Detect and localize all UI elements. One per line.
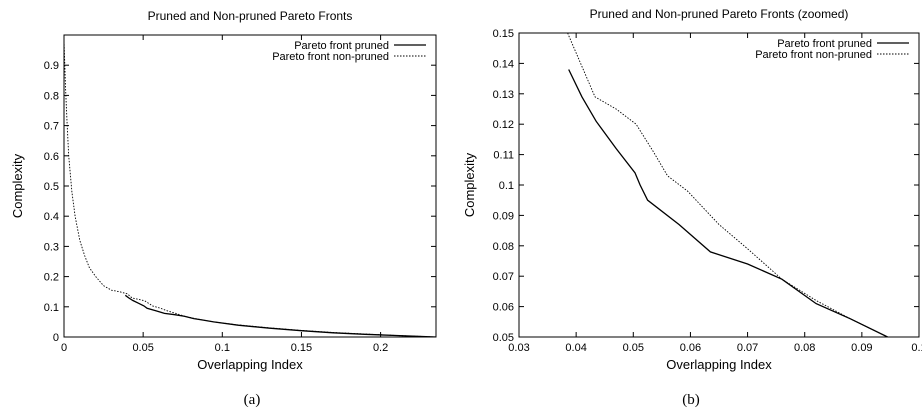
y-tick-label: 0.1 (499, 180, 514, 192)
series-line-pruned (568, 69, 888, 337)
y-tick-label: 0.12 (493, 119, 514, 131)
y-tick-label: 0.2 (44, 272, 59, 284)
x-tick-label: 0.1 (911, 342, 922, 354)
chart-title: Pruned and Non-pruned Pareto Fronts (148, 9, 353, 23)
y-tick-label: 0.13 (493, 89, 514, 101)
x-tick-label: 0.05 (623, 342, 644, 354)
chart-a: Pruned and Non-pruned Pareto Fronts 0 0.05… (10, 9, 437, 372)
y-tick-label: 0.05 (493, 332, 514, 344)
y-axis-label: Complexity (10, 153, 25, 218)
caption-a: (a) (243, 392, 261, 408)
plot-frame (518, 32, 920, 338)
y-tick-label: 0.07 (493, 271, 514, 283)
x-tick-label: 0.2 (373, 342, 388, 354)
plot-area (567, 33, 888, 337)
x-tick-label: 0.06 (680, 342, 701, 354)
y-tick-label: 0.1 (44, 302, 59, 314)
y-tick-label: 0.9 (44, 60, 59, 72)
y-tick-label: 0.7 (44, 121, 59, 133)
chart-b: Pruned and Non-pruned Pareto Fronts (zoo… (462, 7, 922, 372)
legend-label: Pareto front pruned (777, 38, 872, 50)
x-axis-label: Overlapping Index (666, 357, 772, 372)
x-tick-label: 0.04 (565, 342, 586, 354)
x-tick-label: 0.05 (132, 342, 153, 354)
chart-title: Pruned and Non-pruned Pareto Fronts (zoo… (590, 7, 849, 21)
legend-label: Pareto front non-pruned (755, 49, 872, 61)
series-line-non-pruned (567, 33, 888, 337)
y-tick-label: 0 (53, 332, 59, 344)
y-tick-label: 0.11 (493, 150, 514, 162)
legend-label: Pareto front non-pruned (272, 51, 389, 63)
x-tick-label: 0 (61, 342, 67, 354)
y-tick-label: 0.4 (44, 211, 59, 223)
plot-area (64, 40, 436, 337)
caption-b: (b) (682, 392, 700, 408)
legend-label: Pareto front pruned (294, 40, 389, 52)
y-tick-label: 0.5 (44, 181, 59, 193)
x-tick-label: 0.08 (794, 342, 815, 354)
y-tick-label: 0.14 (493, 58, 514, 70)
y-tick-label: 0.6 (44, 151, 59, 163)
y-tick-label: 0.08 (493, 241, 514, 253)
x-tick-label: 0.1 (215, 342, 230, 354)
series-line-pruned (124, 294, 436, 337)
x-axis-label: Overlapping Index (197, 357, 303, 372)
x-tick-label: 0.07 (737, 342, 758, 354)
x-tick-label: 0.09 (851, 342, 872, 354)
plot-frame (63, 34, 437, 338)
series-line-non-pruned (64, 40, 436, 337)
x-tick-label: 0.03 (508, 342, 529, 354)
y-axis-label: Complexity (462, 152, 477, 217)
y-tick-label: 0.8 (44, 90, 59, 102)
y-tick-label: 0.09 (493, 210, 514, 222)
x-tick-label: 0.15 (291, 342, 312, 354)
y-tick-label: 0.15 (493, 28, 514, 40)
y-tick-label: 0.06 (493, 302, 514, 314)
y-tick-label: 0.3 (44, 241, 59, 253)
